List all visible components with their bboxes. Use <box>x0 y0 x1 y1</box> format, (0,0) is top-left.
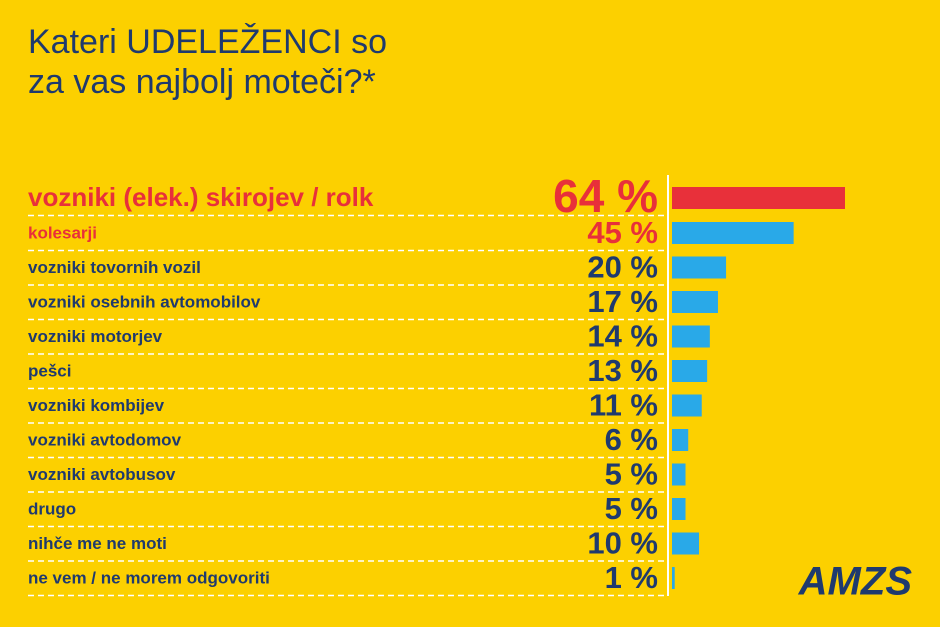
bar <box>672 256 727 279</box>
bar <box>672 394 702 417</box>
category-label: vozniki avtobusov <box>28 465 176 484</box>
category-label: vozniki tovornih vozil <box>28 258 201 277</box>
bar <box>672 429 689 451</box>
category-label: vozniki avtodomov <box>28 430 182 449</box>
value-label: 45 % <box>587 215 658 250</box>
value-label: 1 % <box>605 560 658 595</box>
chart-title: Kateri UDELEŽENCI so za vas najbolj mote… <box>28 23 387 101</box>
value-label: 20 % <box>587 250 658 285</box>
category-label: kolesarji <box>28 223 97 242</box>
bar <box>672 498 686 520</box>
category-label: vozniki motorjev <box>28 327 163 346</box>
value-label: 17 % <box>587 284 658 319</box>
bar <box>672 360 708 382</box>
value-label: 11 % <box>589 388 658 423</box>
category-label: vozniki (elek.) skirojev / rolk <box>28 182 374 212</box>
value-label: 14 % <box>587 319 658 354</box>
value-label: 13 % <box>587 353 658 388</box>
bar <box>672 532 700 555</box>
value-label: 64 % <box>553 170 658 222</box>
category-label: pešci <box>28 361 71 380</box>
category-label: ne vem / ne morem odgovoriti <box>28 568 270 587</box>
category-label: vozniki kombijev <box>28 396 165 415</box>
value-label: 5 % <box>605 457 658 492</box>
bar <box>672 325 710 348</box>
category-label: vozniki osebnih avtomobilov <box>28 292 261 311</box>
bar <box>672 463 686 486</box>
bar <box>672 567 675 589</box>
bar <box>672 291 718 313</box>
value-label: 5 % <box>605 491 658 526</box>
logo: AMZS <box>798 560 913 604</box>
category-label: drugo <box>28 499 76 518</box>
bar <box>672 222 794 244</box>
bar <box>672 187 845 209</box>
value-label: 10 % <box>587 526 658 561</box>
category-label: nihče me ne moti <box>28 534 167 553</box>
value-label: 6 % <box>605 422 658 457</box>
